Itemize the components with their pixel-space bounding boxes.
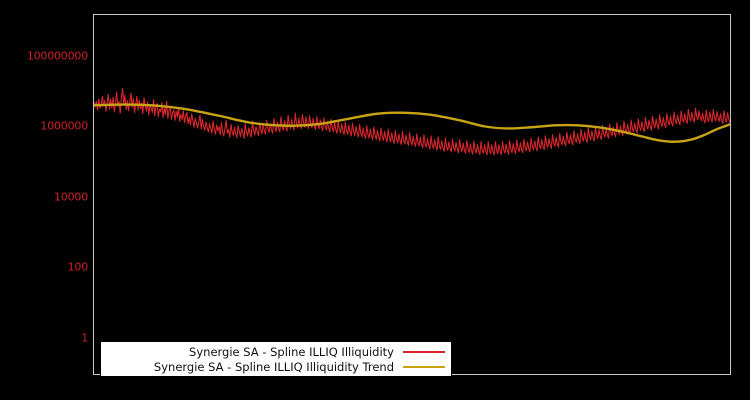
chart-canvas xyxy=(94,87,730,156)
plot-area xyxy=(93,14,731,375)
y-tick-label: 10000 xyxy=(54,190,88,204)
y-tick-label: 1 xyxy=(81,331,88,345)
illiquidity-trend-line xyxy=(94,103,730,143)
legend-item-trend: Synergie SA - Spline ILLIQ Illiquidity T… xyxy=(101,359,451,374)
illiquidity-series-line xyxy=(94,87,730,156)
legend-label-trend: Synergie SA - Spline ILLIQ Illiquidity T… xyxy=(153,359,394,374)
legend-swatch-series xyxy=(403,350,445,353)
y-tick-label: 100 xyxy=(67,260,89,274)
y-axis: 100000000 1000000 10000 100 1 xyxy=(0,0,88,400)
y-tick-label: 100000000 xyxy=(26,49,88,63)
legend-label-series: Synergie SA - Spline ILLIQ Illiquidity xyxy=(189,344,394,359)
legend-swatch-trend xyxy=(403,365,445,368)
y-tick-label: 1000000 xyxy=(40,119,88,133)
chart-legend: Synergie SA - Spline ILLIQ Illiquidity S… xyxy=(100,341,452,377)
legend-item-series: Synergie SA - Spline ILLIQ Illiquidity xyxy=(101,344,451,359)
